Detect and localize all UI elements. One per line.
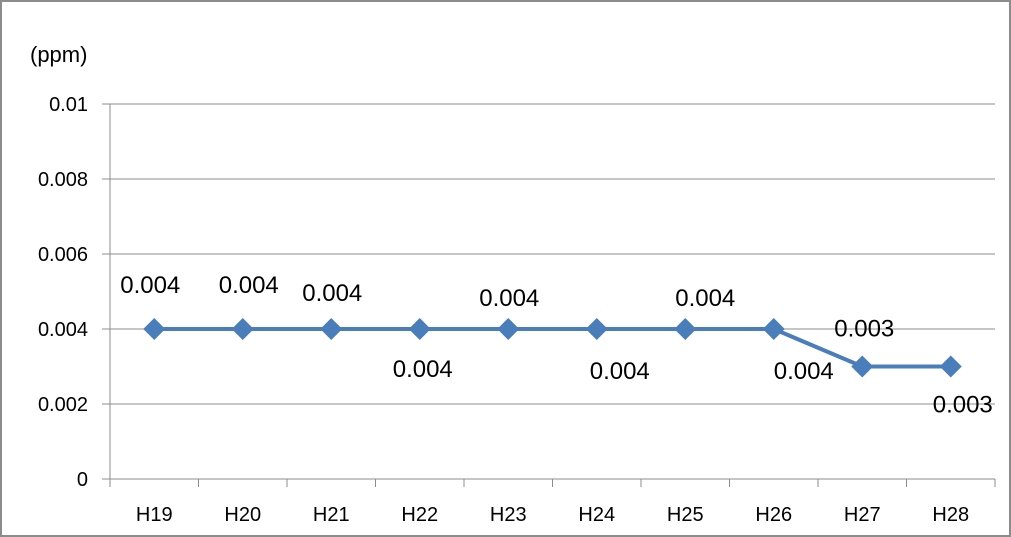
data-point xyxy=(143,318,166,340)
y-axis-unit-label: (ppm) xyxy=(30,42,87,67)
x-tick-label: H24 xyxy=(578,504,615,526)
y-tick-label: 0.004 xyxy=(38,319,88,341)
data-point xyxy=(762,318,785,340)
data-label: 0.004 xyxy=(302,280,362,307)
y-axis-tick-labels: 0 0.002 0.004 0.006 0.008 0.01 xyxy=(38,94,88,491)
axes xyxy=(102,103,996,487)
data-label: 0.004 xyxy=(675,285,735,312)
y-tick-label: 0.008 xyxy=(38,169,88,191)
x-tick-label: H27 xyxy=(844,504,881,526)
data-label: 0.004 xyxy=(479,285,539,312)
x-tick-label: H20 xyxy=(224,504,261,526)
x-tick-label: H22 xyxy=(401,504,438,526)
data-label: 0.003 xyxy=(933,392,993,419)
data-point xyxy=(320,318,343,340)
data-labels: 0.004 0.004 0.004 0.004 0.004 0.004 0.004 0.004… xyxy=(120,272,993,419)
x-tick-label: H28 xyxy=(932,504,969,526)
x-tick-label: H21 xyxy=(313,504,350,526)
data-label: 0.004 xyxy=(774,358,834,385)
data-point xyxy=(408,318,431,340)
y-tick-label: 0.002 xyxy=(38,394,88,416)
data-label: 0.004 xyxy=(393,356,453,383)
data-label: 0.004 xyxy=(590,358,650,385)
x-tick-label: H26 xyxy=(755,504,792,526)
series xyxy=(143,318,962,378)
data-point xyxy=(674,318,697,340)
x-tick-label: H23 xyxy=(490,504,527,526)
x-tick-label: H25 xyxy=(667,504,704,526)
x-axis-tick-labels: H19 H20 H21 H22 H23 H24 H25 H26 H27 H28 xyxy=(136,504,969,526)
data-label: 0.004 xyxy=(120,272,180,299)
data-label: 0.003 xyxy=(834,316,894,343)
data-point xyxy=(939,355,962,378)
data-point xyxy=(585,318,608,340)
data-point xyxy=(231,318,254,340)
y-tick-label: 0.01 xyxy=(49,94,88,116)
data-point xyxy=(497,318,520,340)
y-tick-label: 0.006 xyxy=(38,244,88,266)
y-tick-label: 0 xyxy=(77,469,88,491)
series-line xyxy=(154,327,951,369)
x-tick-label: H19 xyxy=(136,504,173,526)
data-label: 0.004 xyxy=(219,272,279,299)
data-point xyxy=(851,355,874,378)
